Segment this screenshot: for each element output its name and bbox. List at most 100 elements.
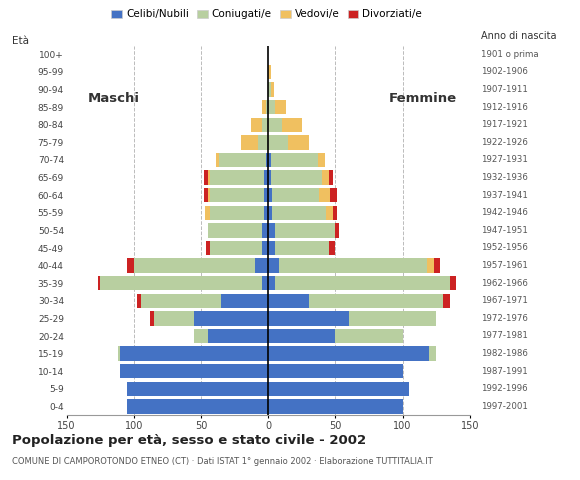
Text: 1912-1916: 1912-1916 <box>481 103 528 112</box>
Bar <box>97 276 100 290</box>
Bar <box>433 258 440 273</box>
Bar <box>268 65 271 79</box>
Bar <box>211 241 262 255</box>
Bar <box>266 100 268 114</box>
Text: COMUNE DI CAMPOROTONDO ETNEO (CT) · Dati ISTAT 1° gennaio 2002 · Elaborazione TU: COMUNE DI CAMPOROTONDO ETNEO (CT) · Dati… <box>12 457 432 466</box>
Text: 1952-1956: 1952-1956 <box>481 243 528 252</box>
Bar <box>275 100 286 114</box>
Bar <box>322 170 329 185</box>
Text: Femmine: Femmine <box>389 92 457 105</box>
Bar <box>427 258 433 273</box>
Bar <box>221 294 268 308</box>
Text: Età: Età <box>12 36 28 46</box>
Bar <box>118 347 121 361</box>
Bar <box>335 329 403 343</box>
Bar <box>251 118 262 132</box>
Bar <box>194 329 208 343</box>
Bar <box>268 294 309 308</box>
Bar <box>282 118 302 132</box>
Text: 1927-1931: 1927-1931 <box>481 156 528 165</box>
Bar <box>268 118 282 132</box>
Text: 1917-1921: 1917-1921 <box>481 120 528 129</box>
Bar <box>272 205 326 220</box>
Bar <box>241 135 258 150</box>
Bar <box>211 170 264 185</box>
Bar <box>268 399 403 414</box>
Bar <box>255 258 268 273</box>
Bar <box>127 382 268 396</box>
Bar <box>140 294 221 308</box>
Bar <box>205 205 211 220</box>
Bar <box>450 276 456 290</box>
Bar <box>204 170 208 185</box>
Bar <box>262 223 268 238</box>
Bar <box>326 205 333 220</box>
Bar <box>268 311 349 325</box>
Text: 1977-1981: 1977-1981 <box>481 332 528 340</box>
Bar <box>268 205 272 220</box>
Bar <box>271 170 322 185</box>
Bar <box>208 188 211 203</box>
Text: Maschi: Maschi <box>88 92 140 105</box>
Bar <box>330 188 337 203</box>
Bar <box>266 153 268 167</box>
Bar <box>275 241 329 255</box>
Text: 1942-1946: 1942-1946 <box>481 208 528 217</box>
Text: Anno di nascita: Anno di nascita <box>481 31 557 41</box>
Bar <box>136 294 140 308</box>
Bar <box>208 329 268 343</box>
Bar <box>272 188 320 203</box>
Bar <box>262 100 266 114</box>
Bar <box>268 188 272 203</box>
Bar <box>134 258 255 273</box>
Bar <box>268 170 271 185</box>
Bar <box>268 135 288 150</box>
Bar <box>268 382 409 396</box>
Text: 1901 o prima: 1901 o prima <box>481 50 539 59</box>
Bar <box>194 311 268 325</box>
Bar <box>264 188 268 203</box>
Text: 1947-1951: 1947-1951 <box>481 226 528 235</box>
Bar <box>349 311 436 325</box>
Bar <box>268 276 275 290</box>
Text: 1987-1991: 1987-1991 <box>481 367 528 376</box>
Bar <box>208 170 211 185</box>
Bar <box>271 83 274 97</box>
Bar <box>318 153 325 167</box>
Bar <box>264 205 268 220</box>
Bar <box>333 205 337 220</box>
Text: 1957-1961: 1957-1961 <box>481 261 528 270</box>
Bar <box>335 223 339 238</box>
Text: 1997-2001: 1997-2001 <box>481 402 528 411</box>
Bar <box>268 364 403 378</box>
Legend: Celibi/Nubili, Coniugati/e, Vedovi/e, Divorziati/e: Celibi/Nubili, Coniugati/e, Vedovi/e, Di… <box>107 5 426 24</box>
Bar <box>121 347 268 361</box>
Bar <box>262 241 268 255</box>
Bar <box>262 276 268 290</box>
Text: 1922-1926: 1922-1926 <box>481 138 528 147</box>
Bar <box>268 223 275 238</box>
Bar <box>329 241 335 255</box>
Bar <box>329 170 333 185</box>
Bar <box>208 223 262 238</box>
Bar <box>264 170 268 185</box>
Bar <box>211 205 264 220</box>
Bar <box>268 347 429 361</box>
Bar <box>262 118 268 132</box>
Bar <box>309 294 443 308</box>
Bar <box>268 100 275 114</box>
Bar <box>429 347 436 361</box>
Bar <box>154 311 194 325</box>
Bar <box>127 399 268 414</box>
Text: 1967-1971: 1967-1971 <box>481 296 528 305</box>
Text: 1937-1941: 1937-1941 <box>481 191 528 200</box>
Bar <box>150 311 154 325</box>
Text: 1992-1996: 1992-1996 <box>481 384 528 393</box>
Bar <box>268 241 275 255</box>
Bar <box>121 364 268 378</box>
Bar <box>443 294 450 308</box>
Text: Popolazione per età, sesso e stato civile - 2002: Popolazione per età, sesso e stato civil… <box>12 434 366 447</box>
Bar <box>216 153 219 167</box>
Bar <box>268 329 335 343</box>
Bar <box>204 188 208 203</box>
